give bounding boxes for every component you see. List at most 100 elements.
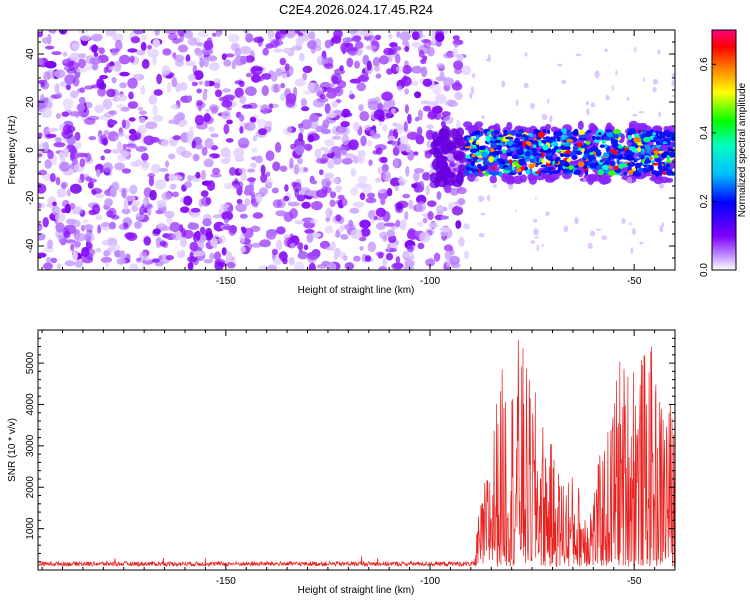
spectrogram-noise-cell <box>438 128 450 139</box>
spectrogram-noise-cell <box>288 65 294 76</box>
spectrogram-noise-cell <box>202 115 214 125</box>
spectrogram-noise-cell <box>251 67 264 72</box>
spectrogram-noise-cell <box>375 147 383 155</box>
spectrogram-noise-cell <box>321 178 332 188</box>
spectrogram-noise-cell <box>407 113 412 124</box>
spectrogram-noise-cell <box>435 139 446 147</box>
spectrogram-noise-cell <box>443 115 454 124</box>
spectrogram-noise-cell <box>238 167 246 174</box>
spectrogram-noise-cell <box>161 65 171 76</box>
spectrogram-signal-cell <box>471 154 476 158</box>
spectrogram-noise-cell <box>240 246 247 253</box>
spectrogram-noise-cell <box>359 246 364 251</box>
spectrogram-noise-cell <box>239 126 244 134</box>
spectrogram-signal-cell <box>508 172 517 176</box>
spectrogram-signal-cell <box>595 150 602 156</box>
spectrogram-noise-cell <box>324 103 331 114</box>
spectrogram-signal-cell <box>559 153 565 157</box>
spectrogram-noise-cell <box>150 163 161 174</box>
spectrogram-noise-cell <box>148 94 158 105</box>
spectrogram-sparse-cell <box>626 176 633 184</box>
spectrogram-noise-cell <box>121 188 127 199</box>
spectrogram-signal-cell <box>476 134 480 140</box>
spectrogram-noise-cell <box>404 104 409 114</box>
spectrogram-noise-cell <box>221 100 233 108</box>
spectrogram-noise-cell <box>62 59 68 64</box>
spectrogram-noise-cell <box>332 125 343 136</box>
spectrogram-noise-cell <box>385 252 394 261</box>
spectrogram-signal-cell <box>626 154 634 161</box>
spectrogram-noise-cell <box>43 71 51 81</box>
spectrogram-signal-cell <box>565 146 571 151</box>
spectrogram-signal-cell <box>572 130 579 136</box>
spectrogram-noise-cell <box>109 61 115 68</box>
spectrogram-noise-cell <box>176 250 184 259</box>
spectrogram-signal-cell <box>566 158 572 163</box>
spectrogram-noise-cell <box>88 136 97 141</box>
spectrogram-noise-cell <box>54 137 62 143</box>
spectrogram-noise-cell <box>236 198 243 205</box>
spectrogram-signal-cell <box>646 148 650 154</box>
spectrogram-noise-cell <box>244 184 255 193</box>
spectrogram-noise-cell <box>455 220 462 229</box>
spectrogram-noise-cell <box>38 225 44 230</box>
spectrogram-noise-cell <box>152 228 161 235</box>
spectrogram-signal-cell <box>593 149 601 152</box>
spectrogram-noise-cell <box>324 39 332 49</box>
spectrogram-signal-cell <box>512 161 519 166</box>
spectrogram-noise-cell <box>143 236 152 246</box>
spectrogram-noise-cell <box>180 206 190 213</box>
spectrogram-sparse-cell <box>541 243 544 247</box>
spectrogram-noise-cell <box>279 57 287 66</box>
spectrogram-noise-cell <box>161 191 173 201</box>
spectrogram-noise-cell <box>354 60 360 69</box>
spectrogram-noise-cell <box>147 44 152 50</box>
spectrogram-noise-cell <box>223 94 236 100</box>
spectrogram-signal-cell <box>603 144 608 149</box>
spectrogram-noise-cell <box>425 258 436 267</box>
spectrogram-noise-cell <box>422 217 428 224</box>
spectrogram-noise-cell <box>297 251 309 260</box>
spectrogram-noise-cell <box>332 75 339 84</box>
spectrogram-noise-cell <box>38 143 44 154</box>
spectrogram-noise-cell <box>123 198 129 210</box>
spectrogram-noise-cell <box>240 172 247 182</box>
spectrogram-noise-cell <box>38 252 47 258</box>
spectrogram-noise-cell <box>69 52 82 61</box>
spectrogram-noise-cell <box>52 201 57 207</box>
spectrogram-noise-cell <box>414 168 425 174</box>
spectrogram-noise-cell <box>203 259 213 264</box>
spectrogram-noise-cell <box>221 211 234 221</box>
spectrogram-noise-cell <box>331 100 338 108</box>
spectrogram-signal-cell <box>537 153 543 157</box>
spectrogram-noise-cell <box>102 98 113 110</box>
spectrogram-noise-cell <box>303 244 309 251</box>
spectrogram-noise-cell <box>342 255 348 261</box>
spectrogram-noise-cell <box>165 255 175 261</box>
spectrogram-noise-cell <box>396 31 401 38</box>
spectrogram-noise-cell <box>202 91 208 101</box>
spectrogram-signal-cell <box>597 169 605 176</box>
snr-ytick-label: 1000 <box>25 517 36 540</box>
spectrogram-signal-cell <box>542 144 549 151</box>
spectrogram-noise-cell <box>397 85 403 92</box>
snr-xlabel: Height of straight line (km) <box>298 585 415 596</box>
spectrogram-noise-cell <box>181 150 192 158</box>
spectrogram-signal-cell <box>553 145 559 150</box>
spectrogram-noise-cell <box>388 33 393 40</box>
spectrogram-noise-cell <box>343 113 348 118</box>
spectrogram-signal-cell <box>519 159 526 166</box>
spectrogram-noise-cell <box>328 262 337 270</box>
spectrogram-noise-cell <box>159 240 167 247</box>
spectrogram-signal-cell <box>535 171 541 174</box>
spectrogram-noise-cell <box>378 266 387 270</box>
spectrogram-noise-cell <box>197 30 209 38</box>
spectrogram-noise-cell <box>203 56 209 68</box>
spectrogram-noise-cell <box>369 129 376 137</box>
spectrogram-noise-cell <box>375 216 385 221</box>
spectrogram-noise-cell <box>235 203 247 212</box>
spectrogram-noise-cell <box>411 65 423 74</box>
spectrogram-signal-cell <box>644 144 651 150</box>
spectrogram-signal-cell <box>641 141 647 145</box>
spectrogram-signal-cell <box>511 154 519 160</box>
